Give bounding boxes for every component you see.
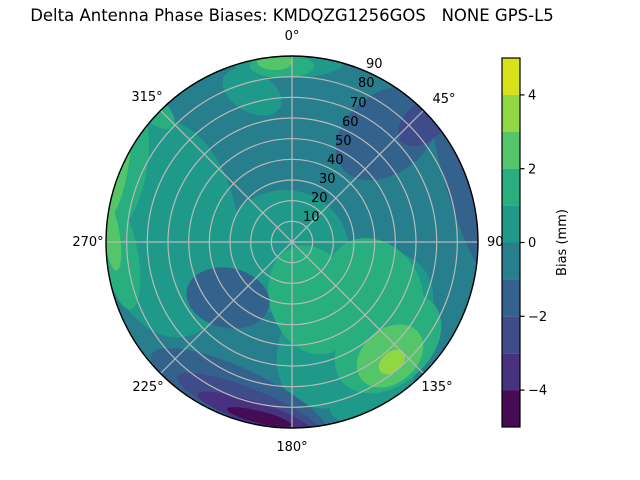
- radial-tick-label: 50: [335, 134, 352, 149]
- angle-label-270: 270°: [72, 235, 103, 250]
- radial-tick-label: 60: [342, 115, 359, 130]
- colorbar-ticks: [520, 94, 525, 391]
- colorbar-segment: [502, 168, 520, 206]
- colorbar-tick-label: 2: [528, 162, 536, 177]
- colorbar-tick-label: 4: [528, 89, 536, 104]
- contour-blob: [222, 68, 282, 116]
- plot-boundary: [105, 55, 479, 429]
- angle-label-225: 225°: [132, 380, 163, 395]
- angle-label-45: 45°: [432, 92, 455, 107]
- angle-label-0: 0°: [285, 29, 300, 44]
- colorbar-tick-labels: 4 2 0 −2 −4: [528, 89, 547, 399]
- angle-label-135: 135°: [421, 380, 452, 395]
- colorbar-segment: [502, 58, 520, 95]
- colorbar-segment: [502, 279, 520, 317]
- polar-grid: [106, 56, 478, 428]
- radial-tick-label: 20: [311, 191, 328, 206]
- colorbar-segment: [502, 316, 520, 354]
- radial-tick-label: 40: [327, 153, 344, 168]
- colorbar-segment: [502, 242, 520, 280]
- angle-label-315: 315°: [131, 90, 162, 105]
- contour-blob: [432, 114, 478, 276]
- angle-label-180: 180°: [276, 440, 307, 455]
- radial-tick-label: 80: [358, 76, 375, 91]
- colorbar-tick-label: 0: [528, 236, 536, 251]
- radial-tick-label: 90: [366, 57, 383, 72]
- contour-blob: [226, 407, 292, 427]
- colorbar-tick-label: −4: [528, 384, 547, 399]
- colorbar-axis-label: Bias (mm): [555, 209, 570, 276]
- colorbar-segment: [502, 94, 520, 132]
- grid-spoke: [160, 110, 424, 374]
- radial-tick-label: 30: [319, 172, 336, 187]
- colorbar-segment: [502, 205, 520, 243]
- contour-blob: [186, 267, 270, 329]
- colorbar-segment: [502, 353, 520, 391]
- contour-level-m5-m4: [226, 407, 292, 427]
- colorbar-segment: [502, 390, 520, 427]
- radial-tick-label: 70: [350, 96, 367, 111]
- radial-tick-label: 10: [303, 210, 320, 225]
- figure-title: Delta Antenna Phase Biases: KMDQZG1256GO…: [30, 6, 554, 25]
- radial-tick-labels: 10 20 30 40 50 60 70 80 90: [303, 57, 383, 225]
- colorbar-tick-label: −2: [528, 310, 547, 325]
- colorbar: 4 2 0 −2 −4 Bias (mm): [501, 57, 570, 428]
- colorbar-segment: [502, 131, 520, 169]
